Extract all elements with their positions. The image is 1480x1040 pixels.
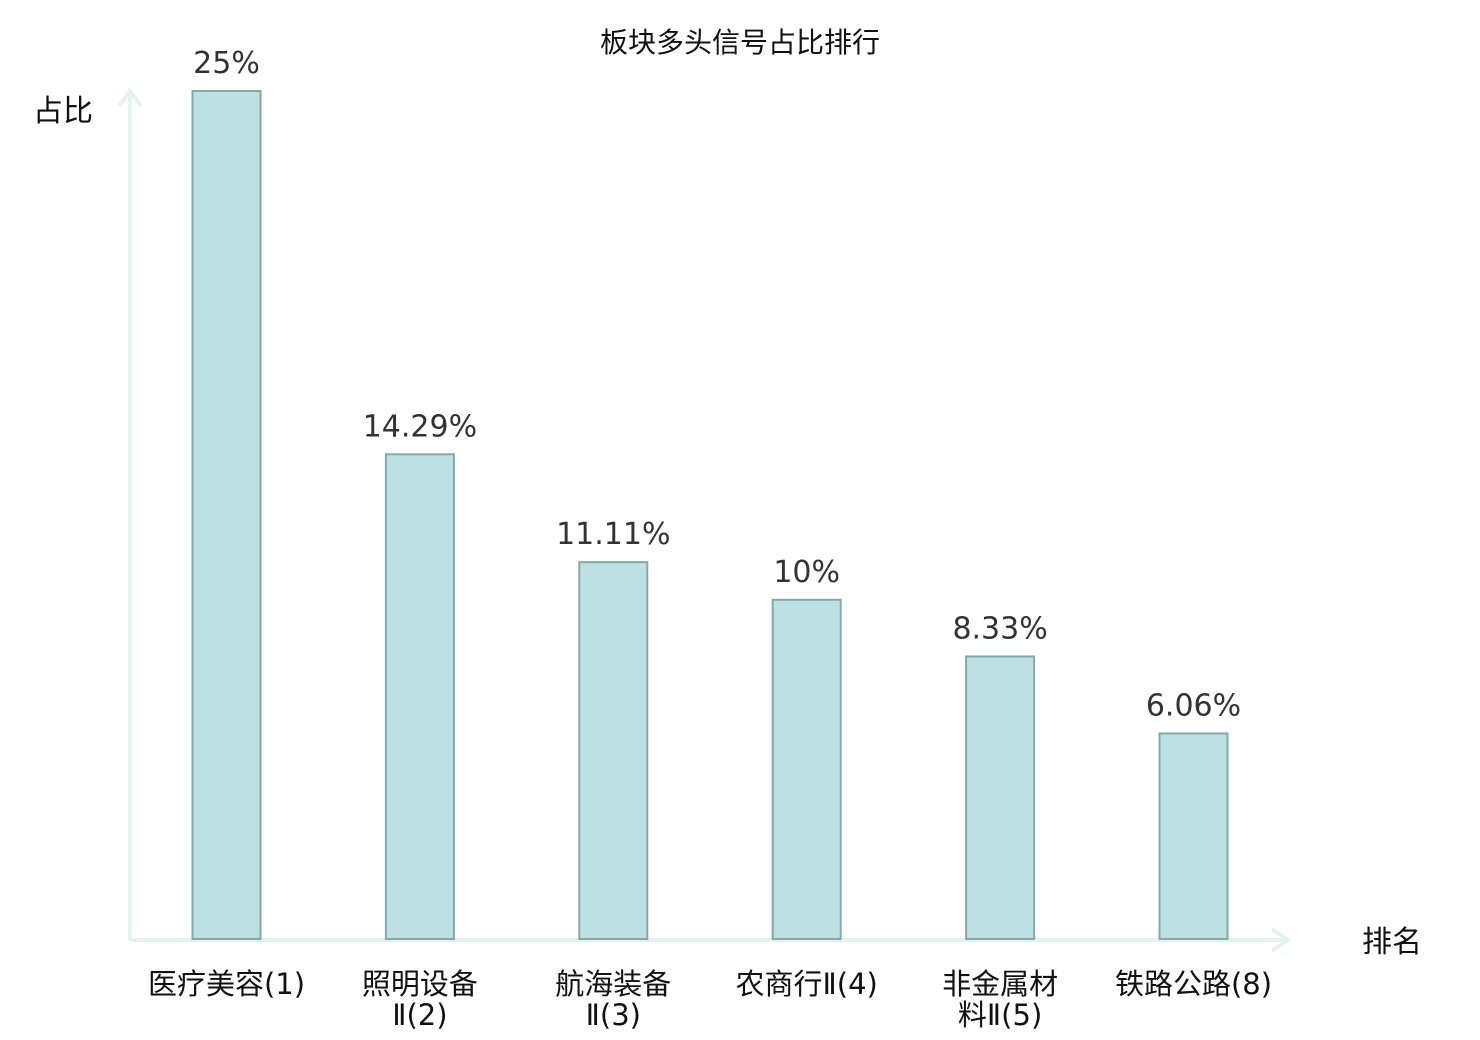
data-label-6: 6.06% [1146,688,1241,723]
category-label-1: 医疗美容(1) [148,967,305,1001]
bar-6 [1158,732,1229,941]
data-label-4: 10% [773,555,840,590]
y-axis-arrow-icon [117,87,143,108]
bar-2 [384,453,455,940]
data-label-1: 25% [193,46,260,81]
category-label-5-line-1: 非金属材 [942,967,1058,1001]
bar-4 [771,598,842,940]
category-label-2-line-1: 照明设备 [362,967,478,1001]
chart-title: 板块多头信号占比排行 [600,26,880,59]
data-label-5: 8.33% [952,611,1047,646]
x-axis-label: 排名 [1362,925,1422,960]
x-axis-arrow-icon [1270,927,1292,953]
bar-3 [578,561,649,940]
y-axis-label: 占比 [33,94,93,129]
data-label-3: 11.11% [556,517,670,552]
category-label-3-line-1: 航海装备 [555,967,671,1001]
category-label-3-line-2: Ⅱ(3) [586,998,641,1032]
category-label-6: 铁路公路(8) [1115,967,1272,1001]
bar-1 [191,90,262,940]
data-label-2: 14.29% [363,409,477,444]
category-label-4: 农商行Ⅱ(4) [736,967,878,1001]
category-label-5-line-2: 料Ⅱ(5) [958,998,1042,1032]
category-label-2-line-2: Ⅱ(2) [392,998,447,1032]
bar-5 [965,655,1036,940]
